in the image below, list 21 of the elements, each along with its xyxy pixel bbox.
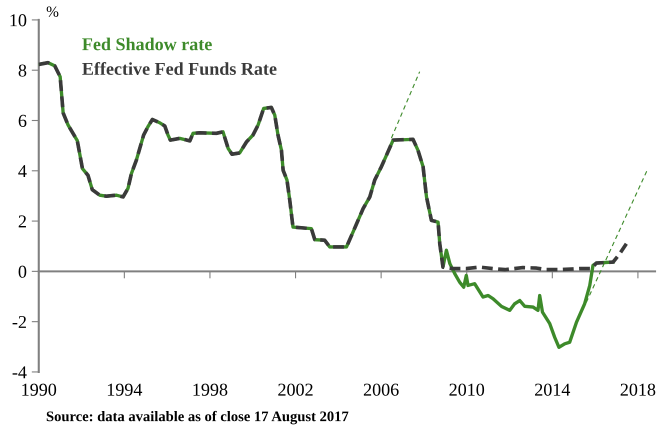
x-tick-label: 1990 xyxy=(22,384,56,396)
y-tick-label: 8 xyxy=(18,64,26,77)
x-tick-label: 2014 xyxy=(535,384,570,396)
y-tick-label: -2 xyxy=(12,316,26,328)
y-tick-label: -4 xyxy=(12,366,27,378)
x-tick-label: 2010 xyxy=(449,384,484,396)
y-tick-label: 0 xyxy=(18,266,26,278)
x-tick-label: 2018 xyxy=(620,384,656,396)
y-tick-label: 6 xyxy=(18,114,26,127)
y-tick-label: 2 xyxy=(18,215,26,228)
series-label: Fed Shadow rate xyxy=(82,38,212,50)
line-series xyxy=(38,60,628,272)
x-tick-label: 1994 xyxy=(108,384,142,396)
y-tick-label: 10 xyxy=(10,14,26,26)
x-tick-label: 2006 xyxy=(364,384,399,396)
x-tick-label: 2002 xyxy=(278,384,313,396)
y-tick-label: 4 xyxy=(18,165,27,178)
source-note: Source: data available as of close 17 August 2017 xyxy=(46,410,348,424)
x-tick-label: 1998 xyxy=(193,384,228,396)
y-axis-title: % xyxy=(46,6,58,17)
series-label: Effective Fed Funds Rate xyxy=(82,62,276,75)
